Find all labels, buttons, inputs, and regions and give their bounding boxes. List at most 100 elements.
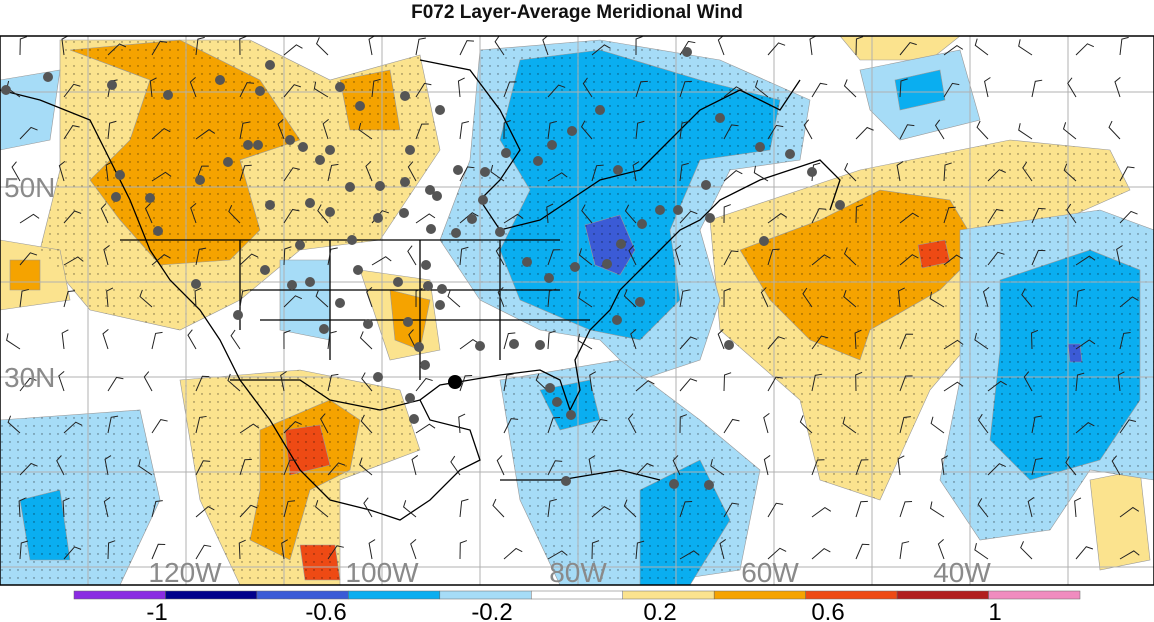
station-dot [403,317,413,327]
colorbar-swatch [256,590,349,600]
station-dot [467,214,477,224]
wind-barb [929,501,945,518]
wind-barb [582,77,593,98]
wind-barb [415,288,423,308]
station-dot [260,265,270,275]
station-dot [552,397,562,407]
station-dot [635,297,645,307]
wind-barb [143,371,153,392]
wind-barb [547,498,557,518]
wind-barb [723,86,743,98]
wind-barb [107,376,124,392]
station-dot [353,265,363,275]
wind-barb [1067,77,1077,98]
wind-barb [459,212,479,224]
highlight-station-marker [448,375,462,389]
longitude-labels: 120W 100W 80W 60W 40W [148,557,991,588]
colorbar-swatches [73,590,1081,600]
wind-barb [102,328,109,350]
station-dot [400,91,410,101]
wind-barb [105,161,113,182]
wind-barb [635,380,655,392]
wind-barb [1075,43,1095,56]
station-dot [405,145,415,155]
station-dot [561,476,571,486]
station-dot [426,224,436,234]
wind-barb [855,543,870,560]
wind-barb [547,288,557,308]
wind-barb [987,208,1004,224]
wind-barb [753,165,769,182]
wind-barb [495,245,505,266]
station-dot [566,410,576,420]
wind-barb [459,40,474,56]
wind-barb [578,291,593,308]
station-dot [373,213,383,223]
station-dot [393,277,403,287]
wind-barb [1018,39,1033,56]
station-dot [437,284,447,294]
station-dot [305,277,315,287]
wind-barb [151,171,172,182]
wind-barb [767,547,787,560]
wind-barb [1022,161,1033,182]
wind-barb [809,36,817,56]
wind-barb [283,167,300,182]
wind-barb [415,423,436,434]
wind-barb [368,539,376,560]
wind-barb [674,244,682,266]
station-dot [355,101,365,111]
wind-barb [591,540,600,560]
wind-barb [723,204,731,224]
wind-barb [503,373,514,392]
station-dot [704,480,714,490]
station-dot [637,219,647,229]
wind-barb [402,500,417,518]
station-dot [533,156,543,166]
wind-barb [327,545,344,560]
wind-barb [1020,541,1033,560]
wind-barb [239,164,252,182]
wind-barb [151,500,163,518]
wind-barb [283,208,300,224]
wind-barb [327,462,346,476]
station-dot [195,175,205,185]
wind-barb [717,36,725,56]
wind-barb [855,459,869,476]
colorbar-swatch [165,590,258,600]
wind-barb [19,462,38,476]
wind-barb [843,247,857,266]
station-dot [223,157,233,167]
wind-barb [1031,329,1039,350]
wind-barb [496,455,505,476]
wind-barb [679,550,700,560]
wind-barb [195,544,212,560]
wind-barb [281,539,289,560]
station-dot [724,340,734,350]
wind-barb [767,502,784,518]
wind-barb [1031,457,1043,476]
wind-barb [628,245,637,266]
wind-barb [1119,166,1135,182]
wind-barb [943,339,964,350]
station-dot [701,180,711,190]
wind-barb [327,247,338,266]
station-dot [305,198,315,208]
wind-barb [577,333,593,350]
station-dot [570,262,580,272]
wind-barb [591,418,608,434]
wind-barb [239,458,252,476]
wind-barb [1031,79,1043,98]
wind-barb [1062,122,1077,140]
colorbar-swatch [805,590,898,600]
coastlines [0,59,841,521]
wind-barb [581,204,593,224]
wind-barb [767,212,788,224]
wind-barb [987,463,1006,476]
wind-barb [283,421,302,434]
wind-barb [239,504,258,518]
wind-barb [937,538,945,560]
wind-barb [754,80,769,98]
colorbar-swatch [531,590,623,600]
station-dot [522,257,532,267]
